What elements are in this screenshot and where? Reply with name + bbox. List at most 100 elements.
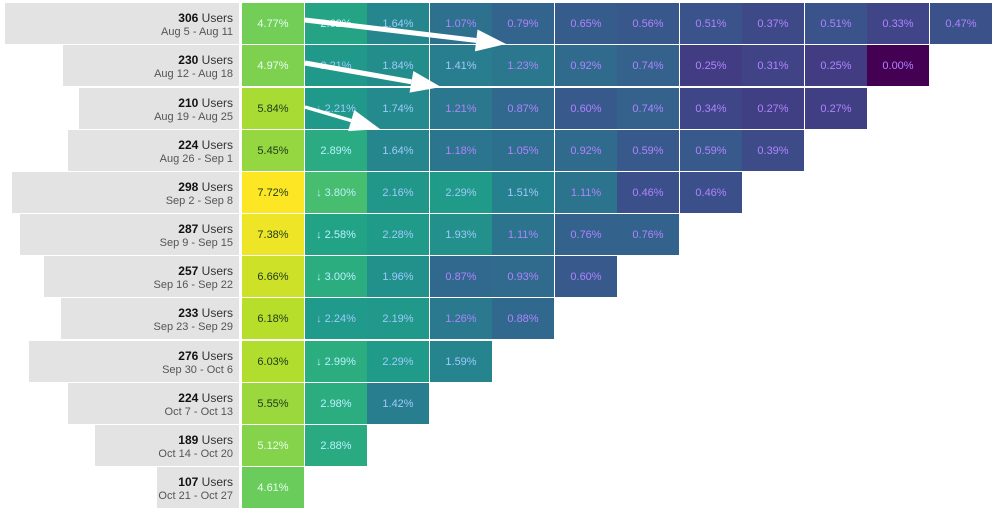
cohort-users-suffix: Users (198, 264, 233, 278)
cohort-users-suffix: Users (198, 391, 233, 405)
cohort-date-range: Oct 7 - Oct 13 (164, 406, 233, 418)
heatmap-cell: 0.92% (555, 130, 617, 171)
cohort-users-suffix: Users (198, 96, 233, 110)
heatmap-cell: ↓ 2.99% (305, 341, 367, 382)
heatmap-cell: 1.64% (367, 130, 429, 171)
heatmap-cell: 0.51% (680, 3, 742, 44)
heatmap-cell: ↓ 3.00% (305, 256, 367, 297)
cohort-users-suffix: Users (198, 53, 233, 67)
heatmap-cell: 5.12% (242, 425, 304, 466)
cohort-row-label: 233 Users Sep 23 - Sep 29 (61, 298, 239, 339)
heatmap-cell: 0.37% (742, 3, 804, 44)
cohort-user-count: 210 Users (178, 96, 233, 110)
cohort-date-range: Oct 21 - Oct 27 (158, 490, 233, 502)
heatmap-cell: 6.03% (242, 341, 304, 382)
cohort-user-number: 230 (178, 53, 199, 67)
cohort-user-count: 189 Users (178, 433, 233, 447)
heatmap-cell: 6.66% (242, 256, 304, 297)
heatmap-cell: 7.38% (242, 214, 304, 255)
cohort-row-label: 224 Users Oct 7 - Oct 13 (68, 383, 239, 424)
heatmap-cell: 5.84% (242, 88, 304, 129)
cohort-user-count: 224 Users (178, 138, 233, 152)
heatmap-cell: 2.28% (367, 214, 429, 255)
cohort-user-number: 210 (178, 96, 199, 110)
cohort-users-suffix: Users (198, 475, 233, 489)
heatmap-cell: 1.23% (492, 45, 554, 86)
cohort-row-label: 298 Users Sep 2 - Sep 8 (12, 172, 239, 213)
cohort-user-number: 107 (178, 475, 199, 489)
cohort-user-number: 233 (178, 306, 199, 320)
cohort-users-suffix: Users (198, 349, 233, 363)
heatmap-cell: 6.18% (242, 298, 304, 339)
heatmap-cell: 2.62% (305, 3, 367, 44)
cohort-user-count: 287 Users (178, 222, 233, 236)
heatmap-cell: 2.19% (367, 298, 429, 339)
heatmap-cell: 1.41% (430, 45, 492, 86)
cohort-user-number: 276 (178, 349, 199, 363)
cohort-date-range: Sep 2 - Sep 8 (165, 195, 233, 207)
heatmap-cell: 0.34% (680, 88, 742, 129)
heatmap-cell: 0.51% (805, 3, 867, 44)
heatmap-cell: 1.93% (430, 214, 492, 255)
heatmap-cell: 0.25% (805, 45, 867, 86)
cohort-date-range: Oct 14 - Oct 20 (158, 448, 233, 460)
heatmap-cell: 2.89% (305, 130, 367, 171)
cohort-user-number: 298 (178, 180, 199, 194)
heatmap-cell: 7.72% (242, 172, 304, 213)
cohort-user-count: 257 Users (178, 264, 233, 278)
cohort-users-suffix: Users (198, 306, 233, 320)
cohort-user-number: 287 (178, 222, 199, 236)
heatmap-cell: 2.29% (430, 172, 492, 213)
heatmap-cell: 2.16% (367, 172, 429, 213)
heatmap-cell: 1.11% (492, 214, 554, 255)
cohort-user-count: 306 Users (178, 11, 233, 25)
heatmap-cell: 1.11% (555, 172, 617, 213)
heatmap-cell: 0.33% (867, 3, 929, 44)
cohort-user-count: 276 Users (178, 349, 233, 363)
cohort-row-label: 276 Users Sep 30 - Oct 6 (29, 341, 239, 382)
cohort-date-range: Aug 26 - Sep 1 (159, 153, 233, 165)
heatmap-cell: 2.98% (305, 383, 367, 424)
heatmap-cell: 0.60% (555, 256, 617, 297)
heatmap-cell: 0.00% (867, 45, 929, 86)
heatmap-cell: 0.27% (742, 88, 804, 129)
cohort-row-label: 210 Users Aug 19 - Aug 25 (79, 88, 239, 129)
heatmap-cell: 0.76% (555, 214, 617, 255)
cohort-users-suffix: Users (198, 138, 233, 152)
heatmap-cell: 0.65% (555, 3, 617, 44)
heatmap-cell: 1.26% (430, 298, 492, 339)
heatmap-cell: 0.56% (617, 3, 679, 44)
heatmap-cell: ↓ 2.58% (305, 214, 367, 255)
cohort-user-count: 224 Users (178, 391, 233, 405)
heatmap-cell: 0.74% (617, 88, 679, 129)
heatmap-cell: 1.84% (367, 45, 429, 86)
cohort-users-suffix: Users (198, 433, 233, 447)
cohort-user-count: 298 Users (178, 180, 233, 194)
heatmap-cell: 2.88% (305, 425, 367, 466)
cohort-date-range: Aug 19 - Aug 25 (154, 111, 233, 123)
cohort-user-number: 306 (178, 11, 199, 25)
heatmap-cell: 1.59% (430, 341, 492, 382)
heatmap-cell: 0.60% (555, 88, 617, 129)
cohort-user-number: 224 (178, 391, 199, 405)
cohort-row-label: 306 Users Aug 5 - Aug 11 (5, 3, 239, 44)
heatmap-cell: 2.29% (367, 341, 429, 382)
cohort-row-label: 189 Users Oct 14 - Oct 20 (95, 425, 239, 466)
heatmap-cell: ↓ 3.80% (305, 172, 367, 213)
heatmap-cell: 0.39% (742, 130, 804, 171)
heatmap-cell: 0.92% (555, 45, 617, 86)
heatmap-cell: 0.93% (492, 256, 554, 297)
cohort-date-range: Sep 16 - Sep 22 (153, 279, 233, 291)
heatmap-cell: 1.42% (367, 383, 429, 424)
heatmap-cell: 0.27% (805, 88, 867, 129)
heatmap-cell: 4.97% (242, 45, 304, 86)
heatmap-cell: 0.59% (617, 130, 679, 171)
heatmap-cell: 0.88% (492, 298, 554, 339)
cohort-row-label: 287 Users Sep 9 - Sep 15 (20, 214, 239, 255)
heatmap-cell: 4.77% (242, 3, 304, 44)
heatmap-cell: ↓ 2.21% (305, 88, 367, 129)
cohort-row-label: 257 Users Sep 16 - Sep 22 (44, 256, 239, 297)
cohort-user-number: 189 (178, 433, 199, 447)
heatmap-cell: 1.21% (430, 88, 492, 129)
heatmap-cell: 1.51% (492, 172, 554, 213)
